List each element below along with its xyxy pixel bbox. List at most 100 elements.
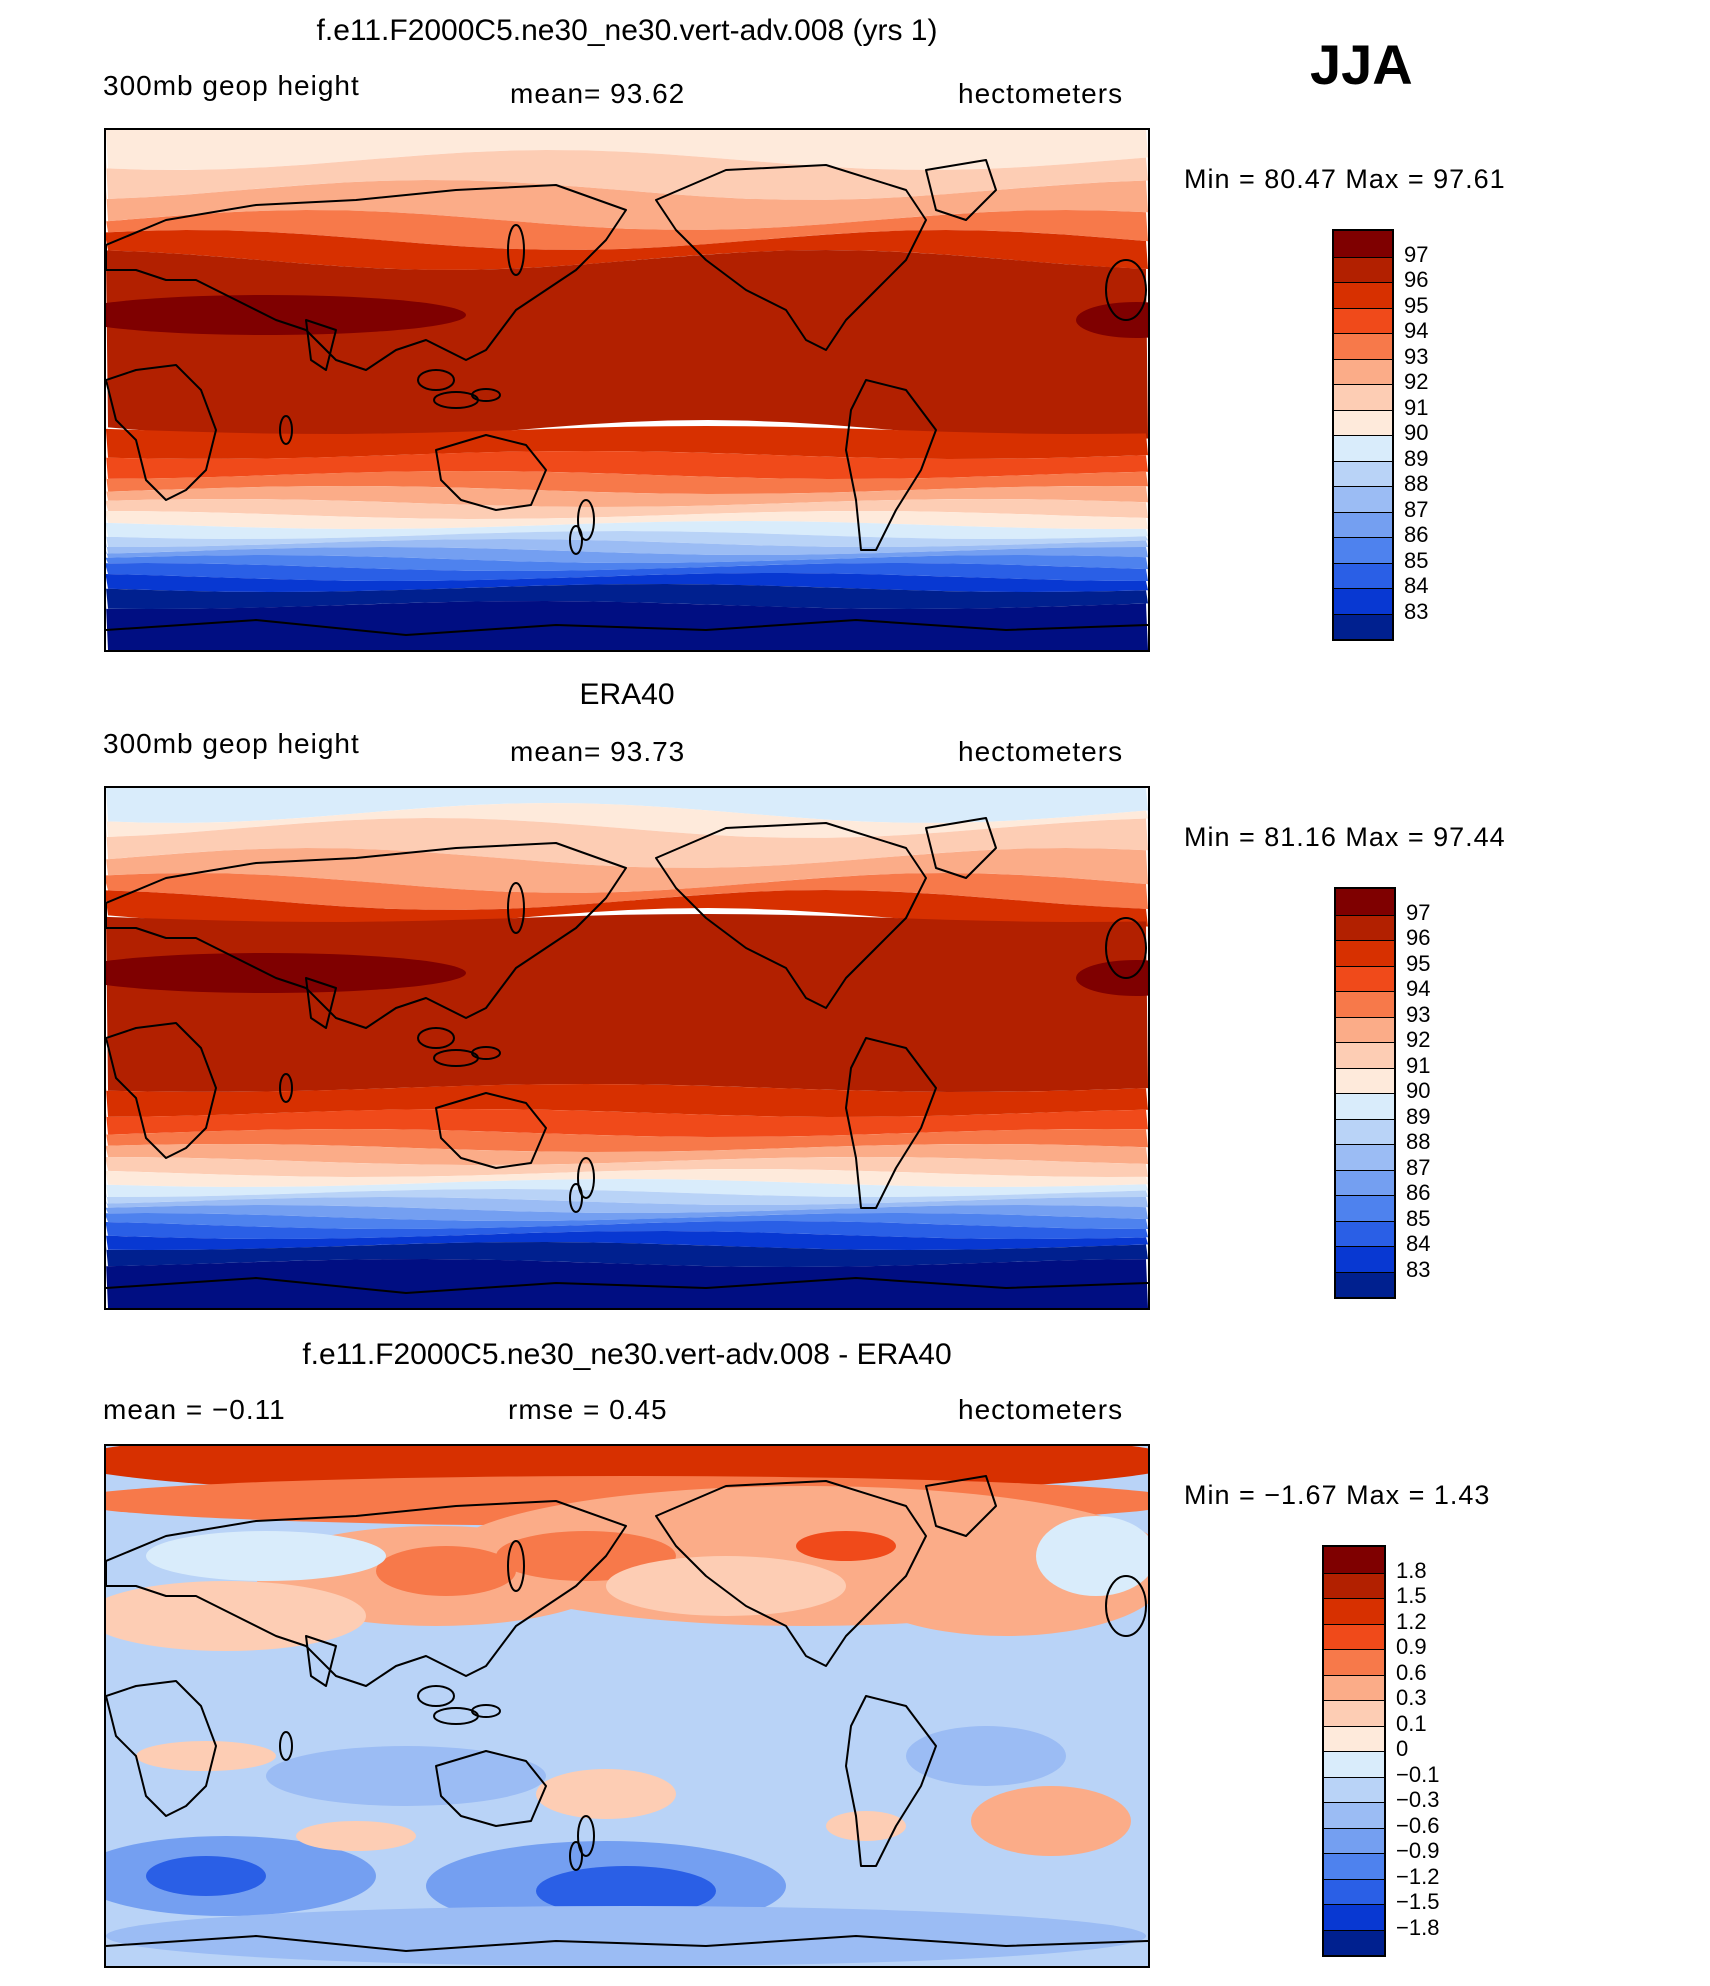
colorbar-cell — [1324, 1623, 1384, 1649]
panel-2-title: ERA40 — [579, 678, 675, 711]
contour-band — [106, 1157, 1148, 1177]
coastline — [435, 434, 547, 511]
colorbar-cell — [1334, 409, 1392, 435]
island-outline — [417, 1027, 455, 1049]
colorbar-cell — [1336, 1169, 1394, 1195]
contour-band — [106, 555, 1148, 571]
contour-region — [606, 1556, 846, 1616]
coastline — [106, 1500, 627, 1687]
coastline — [305, 977, 337, 1029]
colorbar-cell — [1336, 1220, 1394, 1246]
coastline — [655, 1480, 927, 1667]
contour-band — [106, 1242, 1148, 1267]
contour-region — [146, 1856, 266, 1896]
colorbar-cell — [1324, 1751, 1384, 1777]
colorbar-cell — [1336, 1093, 1394, 1119]
panel-1-map — [104, 128, 1150, 652]
panel-3-minmax: Min = −1.67 Max = 1.43 — [1184, 1480, 1491, 1510]
colorbar-tick-label: 86 — [1406, 1180, 1431, 1205]
colorbar-cell — [1336, 1118, 1394, 1144]
contour-band — [106, 426, 1148, 459]
coastline — [655, 822, 927, 1009]
coastline — [435, 1750, 547, 1827]
colorbar-cell — [1336, 914, 1394, 940]
contour-band — [106, 511, 1148, 529]
contour-region — [296, 1821, 416, 1851]
colorbar-cell — [1324, 1878, 1384, 1904]
colorbar-cell — [1324, 1725, 1384, 1751]
colorbar-cell — [1324, 1929, 1384, 1955]
contour-band — [106, 573, 1148, 592]
contour-band — [106, 1221, 1148, 1239]
contour-band — [106, 499, 1148, 519]
island-outline — [279, 1073, 293, 1103]
colorbar-tick-label: 0.1 — [1396, 1710, 1427, 1736]
colorbar-tick-label: 94 — [1404, 318, 1429, 343]
colorbar-cell — [1334, 333, 1392, 359]
coastline — [925, 159, 997, 221]
coastline — [845, 379, 937, 551]
colorbar-cell — [1336, 965, 1394, 991]
coastline — [845, 1695, 937, 1867]
colorbar-tick-label: 89 — [1404, 445, 1429, 471]
panel-3-units-label: hectometers — [958, 1394, 1124, 1425]
colorbar-tick-label: 1.8 — [1396, 1557, 1427, 1583]
contour-band — [106, 601, 1148, 650]
island-outline — [1105, 1575, 1147, 1637]
panel-2-map — [104, 786, 1150, 1310]
contour-band — [106, 130, 1148, 170]
colorbar-tick-label: 96 — [1404, 267, 1429, 292]
colorbar-cell — [1336, 1144, 1394, 1170]
colorbar-tick-label: −0.6 — [1396, 1812, 1440, 1838]
coastline — [106, 184, 627, 371]
island-outline — [471, 388, 501, 402]
panel-3-rmse-label: rmse = 0.45 — [508, 1394, 668, 1425]
colorbar-cell — [1324, 1674, 1384, 1700]
colorbar-tick-label: 97 — [1404, 241, 1429, 267]
colorbar-tick-label: 83 — [1404, 598, 1429, 624]
colorbar-tick-label: −1.2 — [1396, 1863, 1440, 1889]
coastline — [845, 1037, 937, 1209]
colorbar-tick-label: 95 — [1404, 292, 1429, 318]
contour-region — [1036, 1516, 1148, 1596]
contour-region — [536, 1769, 676, 1819]
contour-band — [106, 486, 1148, 507]
colorbar-tick-label: 95 — [1406, 950, 1431, 976]
panel-2-minmax: Min = 81.16 Max = 97.44 — [1184, 822, 1506, 852]
coastline — [435, 1092, 547, 1169]
colorbar-tick-label: 84 — [1404, 573, 1429, 598]
colorbar-tick-label: 86 — [1404, 522, 1429, 547]
contour-band — [106, 584, 1148, 609]
contour-band — [106, 914, 1148, 1092]
colorbar-cell — [1336, 889, 1394, 915]
coastline — [106, 1277, 1148, 1294]
contour-band — [106, 547, 1148, 563]
colorbar-tick-label: −0.9 — [1396, 1838, 1440, 1863]
contour-band — [106, 1197, 1148, 1213]
contour-band — [106, 1213, 1148, 1229]
colorbar-tick-label: 0 — [1396, 1736, 1409, 1761]
island-outline — [279, 415, 293, 445]
panel-1-title: f.e11.F2000C5.ne30_ne30.vert-adv.008 (yr… — [316, 14, 938, 47]
panel-2-mean-label: mean= 93.73 — [510, 736, 686, 767]
panel-1-field-plot — [106, 130, 1148, 650]
colorbar-tick-label: 88 — [1406, 1129, 1431, 1154]
contour-band — [106, 1129, 1148, 1152]
contour-band — [106, 788, 1148, 823]
colorbar-cell — [1334, 435, 1392, 461]
contour-region — [376, 1546, 516, 1596]
colorbar-cell — [1324, 1802, 1384, 1828]
colorbar-cell — [1334, 588, 1392, 614]
colorbar-cell — [1334, 256, 1392, 282]
island-outline — [569, 525, 583, 555]
contour-region — [106, 1906, 1146, 1966]
colorbar-cell — [1334, 511, 1392, 537]
colorbar-tick-label: 85 — [1404, 547, 1429, 573]
panel-1-units-label: hectometers — [958, 78, 1124, 109]
max-region — [1076, 302, 1148, 338]
colorbar-cell — [1334, 384, 1392, 410]
island-outline — [471, 1046, 501, 1060]
coastline — [305, 319, 337, 371]
colorbar-cell — [1334, 231, 1392, 257]
contour-band — [106, 210, 1148, 250]
